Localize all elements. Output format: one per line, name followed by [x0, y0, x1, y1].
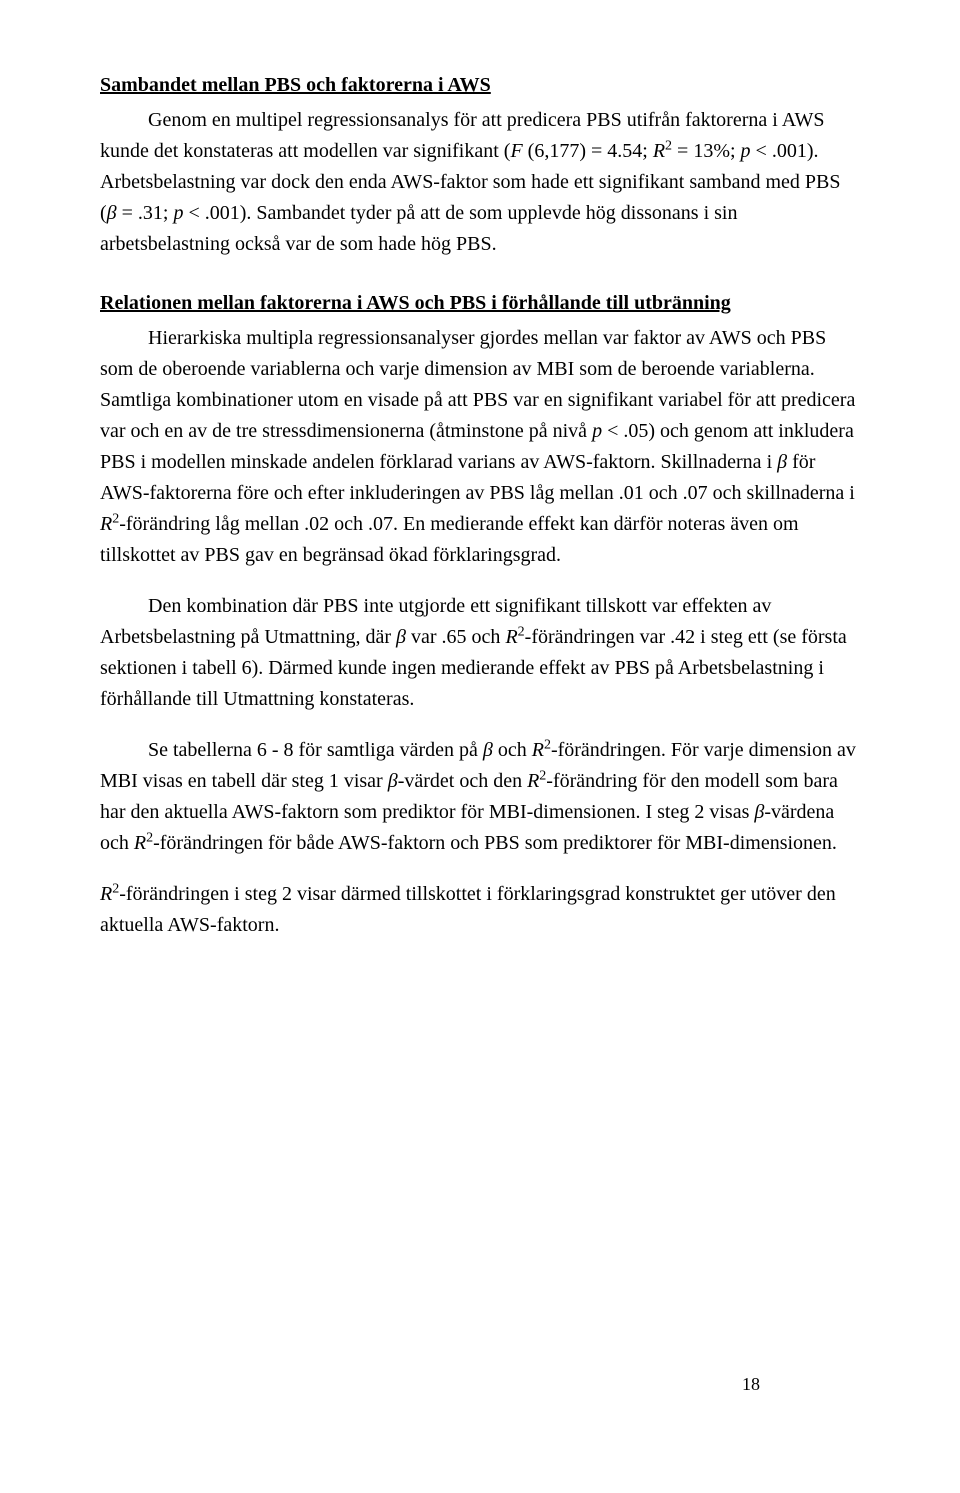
text-run: -värdet och den — [398, 770, 527, 792]
text-run: < .001). Sambandet tyder på att de som u… — [100, 202, 737, 255]
text-run: R — [527, 770, 539, 792]
text-run: R — [653, 140, 665, 162]
text-run: β — [754, 801, 764, 823]
text-run: = 13%; — [672, 140, 741, 162]
text-run: 2 — [518, 624, 525, 639]
text-run: Se tabellerna 6 - 8 för samtliga värden … — [148, 739, 483, 761]
text-run: 2 — [544, 737, 551, 752]
text-run: 2 — [665, 138, 672, 153]
text-run: -förändringen för både AWS-faktorn och P… — [153, 832, 837, 854]
text-run: -förändringen i steg 2 visar därmed till… — [100, 883, 836, 936]
paragraph: Hierarkiska multipla regressionsanalyser… — [100, 323, 860, 571]
text-run: β — [777, 451, 787, 473]
page-content: Sambandet mellan PBS och faktorerna i AW… — [100, 70, 860, 941]
text-run: F — [510, 140, 522, 162]
section-heading: Sambandet mellan PBS och faktorerna i AW… — [100, 70, 860, 101]
text-run: β — [483, 739, 493, 761]
section-heading: Relationen mellan faktorerna i AWS och P… — [100, 288, 860, 319]
paragraph: Genom en multipel regressionsanalys för … — [100, 105, 860, 260]
text-run: R — [100, 513, 112, 535]
text-run: R — [100, 883, 112, 905]
paragraph: Den kombination där PBS inte utgjorde et… — [100, 591, 860, 715]
text-run: och — [493, 739, 532, 761]
text-run: R — [134, 832, 146, 854]
text-run: p — [592, 420, 602, 442]
paragraph: Se tabellerna 6 - 8 för samtliga värden … — [100, 735, 860, 859]
text-run: var .65 och — [406, 626, 505, 648]
text-run: β — [107, 202, 117, 224]
text-run: p — [173, 202, 183, 224]
text-run: R — [505, 626, 517, 648]
text-run: β — [396, 626, 406, 648]
text-run: β — [388, 770, 398, 792]
page-number: 18 — [742, 1371, 760, 1399]
text-run: = .31; — [117, 202, 174, 224]
text-run: p — [741, 140, 751, 162]
text-run: (6,177) = 4.54; — [523, 140, 653, 162]
text-run: -förändring låg mellan .02 och .07. En m… — [100, 513, 799, 566]
text-run: R — [532, 739, 544, 761]
paragraph: R2-förändringen i steg 2 visar därmed ti… — [100, 879, 860, 941]
